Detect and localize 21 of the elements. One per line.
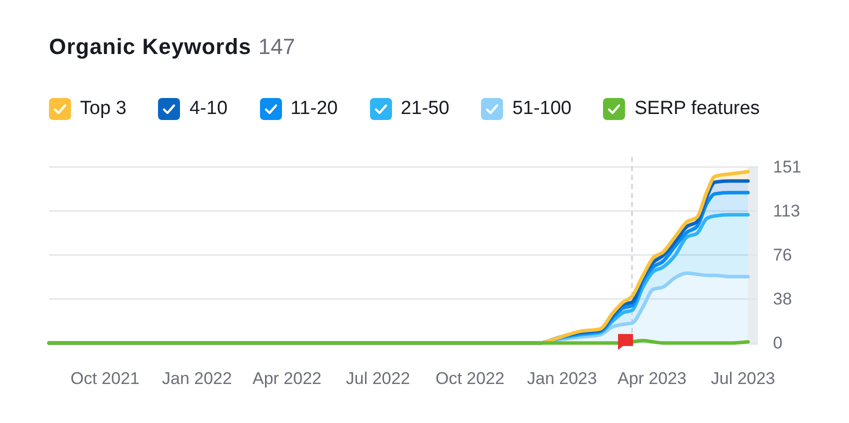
legend-label: Top 3: [80, 98, 126, 120]
x-tick-label: Jul 2022: [346, 369, 410, 388]
x-tick-label: Jan 2023: [527, 369, 597, 388]
x-tick-label: Jul 2023: [710, 369, 776, 388]
y-tick-label: 0: [773, 334, 782, 352]
legend-label: SERP features: [634, 98, 760, 120]
legend-label: 51-100: [512, 98, 572, 120]
x-tick-label: Oct 2022: [436, 369, 504, 388]
x-tick-label: Apr 2023: [618, 369, 686, 388]
legend-label: 11-20: [290, 98, 338, 120]
x-tick-label: Apr 2022: [252, 369, 322, 388]
legend-label: 21-50: [400, 98, 450, 120]
y-tick-label: 113: [773, 202, 800, 220]
legend-label: 4-10: [189, 98, 228, 120]
y-tick-label: 38: [773, 290, 792, 308]
chart-title: Organic Keywords: [49, 34, 252, 60]
chart-subtitle: 147: [258, 34, 296, 60]
x-tick-label: Jan 2022: [162, 369, 232, 388]
y-tick-label: 151: [773, 158, 802, 176]
y-tick-label: 76: [773, 246, 792, 264]
x-tick-label: Oct 2021: [70, 369, 140, 388]
